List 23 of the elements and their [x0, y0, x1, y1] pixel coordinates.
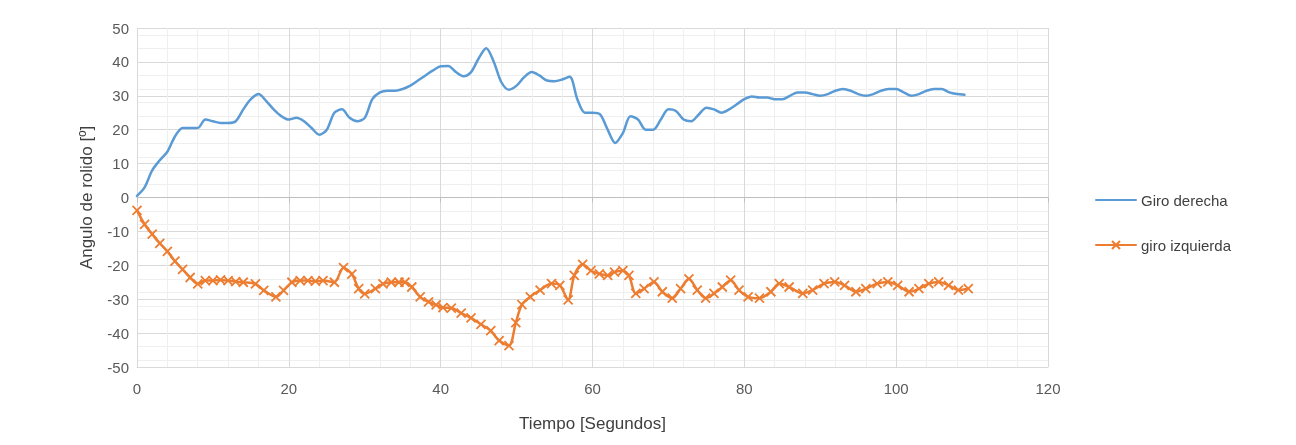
y-tick-label: 20	[112, 121, 129, 139]
x-tick-label: 40	[432, 380, 450, 397]
y-tick-label: 10	[112, 155, 129, 173]
legend-label: giro izquierda	[1141, 236, 1232, 254]
y-axis-title: Angulo de rolido [º]	[77, 125, 96, 270]
x-tick-label: 20	[280, 380, 298, 397]
y-tick-label: 30	[112, 87, 129, 105]
x-tick-label: 80	[735, 380, 753, 397]
y-tick-label: 50	[112, 19, 129, 37]
x-tick-label: 120	[1035, 380, 1061, 397]
x-tick-label: 60	[584, 380, 601, 397]
y-tick-label: -40	[107, 324, 129, 342]
y-tick-label: 40	[112, 53, 129, 71]
x-axis-title: Tiempo [Segundos]	[519, 414, 666, 433]
legend-label: Giro derecha	[1141, 191, 1229, 209]
y-tick-label: 0	[120, 189, 129, 206]
line-series	[135, 47, 966, 198]
y-tick-label: -20	[107, 256, 129, 274]
y-tick-label: -10	[107, 222, 129, 240]
y-tick-label: -30	[107, 290, 129, 308]
x-tick-label: 100	[883, 380, 909, 397]
x-tick-label: 0	[132, 380, 142, 397]
y-tick-label: -50	[107, 358, 129, 376]
